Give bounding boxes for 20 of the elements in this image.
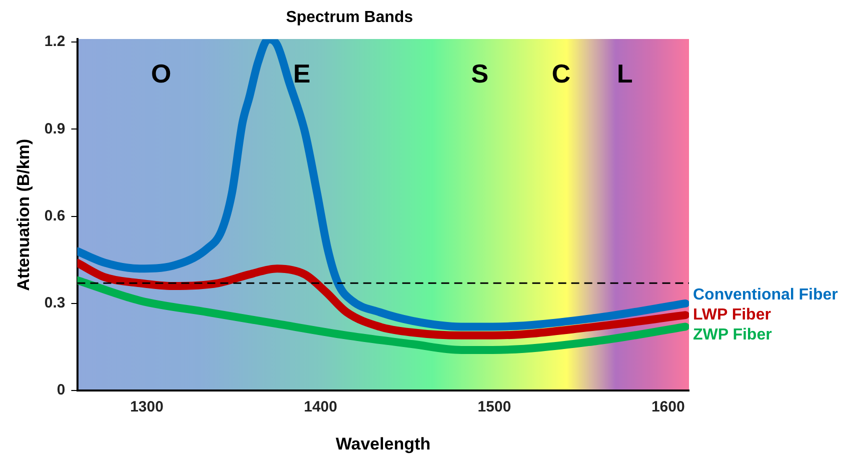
annotation: L: [616, 58, 633, 88]
y-axis-title: Attenuation (B/km): [14, 138, 33, 291]
y-tick-label: 0.3: [44, 294, 66, 312]
y-tick-label: 0.6: [44, 207, 66, 224]
x-tick-label: 1300: [130, 398, 164, 416]
x-tick-label: 1400: [304, 398, 338, 416]
x-tick-label: 1500: [478, 398, 512, 416]
annotation: E: [293, 58, 310, 88]
annotation: C: [552, 58, 571, 88]
annotation: O: [150, 58, 172, 88]
series-label: Conventional Fiber: [693, 286, 838, 304]
x-tick-label: 1600: [651, 398, 685, 416]
series-label: ZWP Fiber: [693, 326, 772, 344]
chart-title: Spectrum Bands: [286, 9, 414, 26]
y-tick-label: 0: [56, 382, 66, 399]
series-label: LWP Fiber: [693, 306, 771, 324]
x-axis-title: Wavelength: [336, 434, 431, 454]
annotation: S: [471, 58, 488, 88]
y-tick-label: 0.9: [44, 120, 66, 138]
y-tick-label: 1.2: [44, 33, 66, 50]
